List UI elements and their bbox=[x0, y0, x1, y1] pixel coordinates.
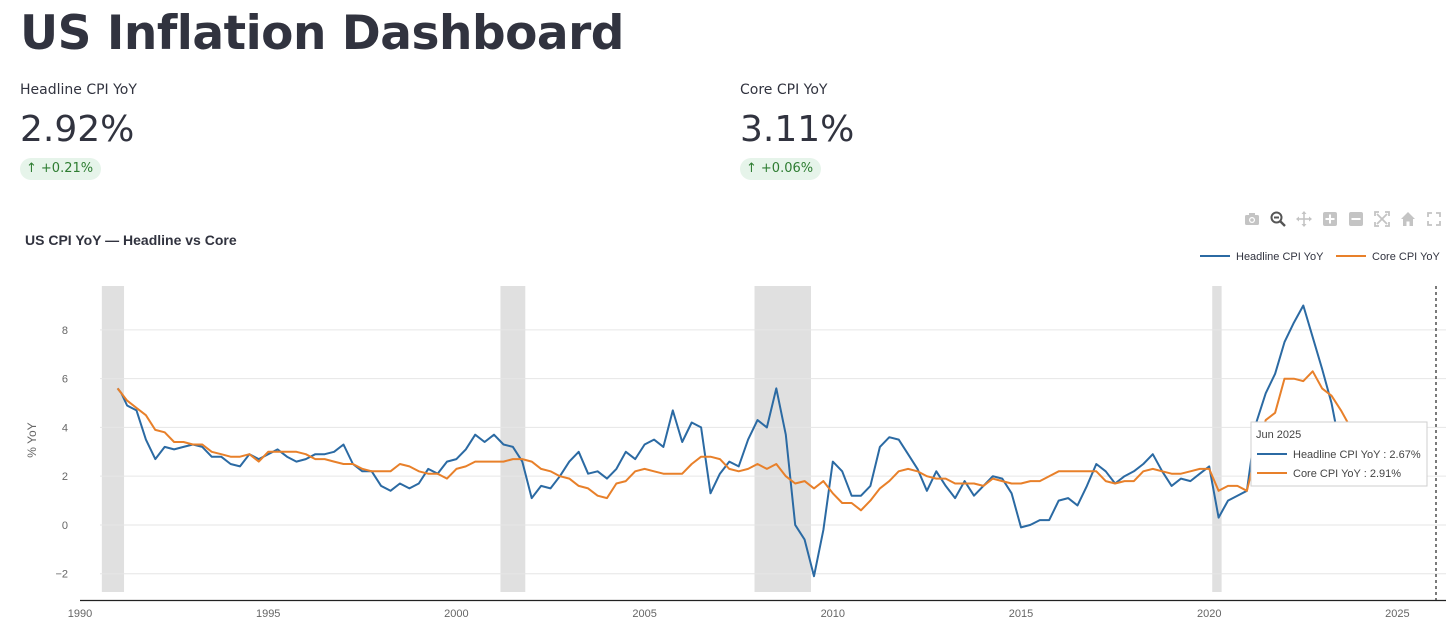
y-tick-label: 0 bbox=[62, 520, 68, 532]
hover-tooltip: Jun 2025 Headline CPI YoY : 2.67% Core CPI… bbox=[1250, 421, 1428, 487]
metric-core-cpi: Core CPI YoY 3.11% ↑ +0.06% bbox=[740, 80, 854, 180]
y-tick-label: 6 bbox=[62, 374, 68, 386]
chart-toolbar bbox=[1242, 209, 1444, 229]
x-tick-label: 2025 bbox=[1385, 608, 1409, 620]
x-tick-label: 1990 bbox=[68, 608, 92, 620]
recession-band-2 bbox=[500, 286, 526, 592]
metric-delta-badge: ↑ +0.21% bbox=[20, 158, 102, 180]
x-tick-label: 1995 bbox=[256, 608, 280, 620]
core-cpi-line[interactable] bbox=[116, 370, 1421, 512]
legend-label: Headline CPI YoY bbox=[1236, 251, 1324, 263]
legend-item-headline[interactable]: Headline CPI YoY bbox=[1200, 251, 1324, 263]
camera-icon[interactable] bbox=[1242, 209, 1262, 229]
arrow-up-icon: ↑ bbox=[746, 161, 757, 176]
metric-label: Headline CPI YoY bbox=[20, 82, 137, 98]
legend-item-core[interactable]: Core CPI YoY bbox=[1336, 251, 1441, 263]
hover-row-label: Core CPI YoY : 2.91% bbox=[1293, 468, 1401, 480]
x-tick-label: 2005 bbox=[632, 608, 656, 620]
arrow-up-icon: ↑ bbox=[26, 161, 37, 176]
x-axis-ticks: 1990 1995 2000 2005 2010 2015 2020 2025 bbox=[68, 608, 1410, 620]
y-axis-label: % YoY bbox=[25, 422, 39, 457]
recession-band-3 bbox=[754, 286, 811, 592]
metric-delta-value: +0.21% bbox=[40, 161, 94, 176]
fullscreen-icon[interactable] bbox=[1424, 209, 1444, 229]
pan-icon[interactable] bbox=[1294, 209, 1314, 229]
zoom-icon[interactable] bbox=[1268, 209, 1288, 229]
recession-shading bbox=[101, 286, 1222, 592]
x-tick-label: 2000 bbox=[444, 608, 468, 620]
legend-label: Core CPI YoY bbox=[1372, 251, 1441, 263]
chart-legend: Headline CPI YoY Core CPI YoY bbox=[1200, 251, 1441, 263]
metric-delta-badge: ↑ +0.06% bbox=[740, 158, 822, 180]
x-tick-label: 2015 bbox=[1009, 608, 1033, 620]
hover-date: Jun 2025 bbox=[1256, 429, 1301, 441]
zoom-in-icon[interactable] bbox=[1320, 209, 1340, 229]
metric-value: 2.92% bbox=[20, 109, 135, 150]
gridlines bbox=[100, 329, 1446, 575]
y-tick-label: 4 bbox=[62, 422, 68, 434]
reset-axes-icon[interactable] bbox=[1398, 209, 1418, 229]
recession-band-4 bbox=[1212, 286, 1222, 592]
hover-row-label: Headline CPI YoY : 2.67% bbox=[1293, 449, 1421, 461]
series-lines bbox=[116, 304, 1421, 578]
metric-delta-value: +0.06% bbox=[760, 161, 814, 176]
y-tick-label: 2 bbox=[62, 471, 68, 483]
chart-title: US CPI YoY — Headline vs Core bbox=[25, 232, 237, 248]
y-tick-label: 8 bbox=[62, 325, 68, 337]
page-title: US Inflation Dashboard bbox=[20, 6, 624, 61]
metric-headline-cpi: Headline CPI YoY 2.92% ↑ +0.21% bbox=[20, 80, 137, 180]
y-tick-label: −2 bbox=[55, 569, 68, 581]
recession-band-1 bbox=[101, 286, 125, 592]
cpi-line-chart[interactable]: −2 0 2 4 6 8 1990 1995 2000 2005 2010 2015 2020 2025… bbox=[0, 222, 1456, 626]
y-axis-ticks: −2 0 2 4 6 8 bbox=[55, 325, 68, 581]
metric-value: 3.11% bbox=[740, 109, 855, 150]
x-tick-label: 2010 bbox=[821, 608, 845, 620]
autoscale-icon[interactable] bbox=[1372, 209, 1392, 229]
zoom-out-icon[interactable] bbox=[1346, 209, 1366, 229]
metric-label: Core CPI YoY bbox=[740, 82, 828, 98]
x-tick-label: 2020 bbox=[1197, 608, 1221, 620]
